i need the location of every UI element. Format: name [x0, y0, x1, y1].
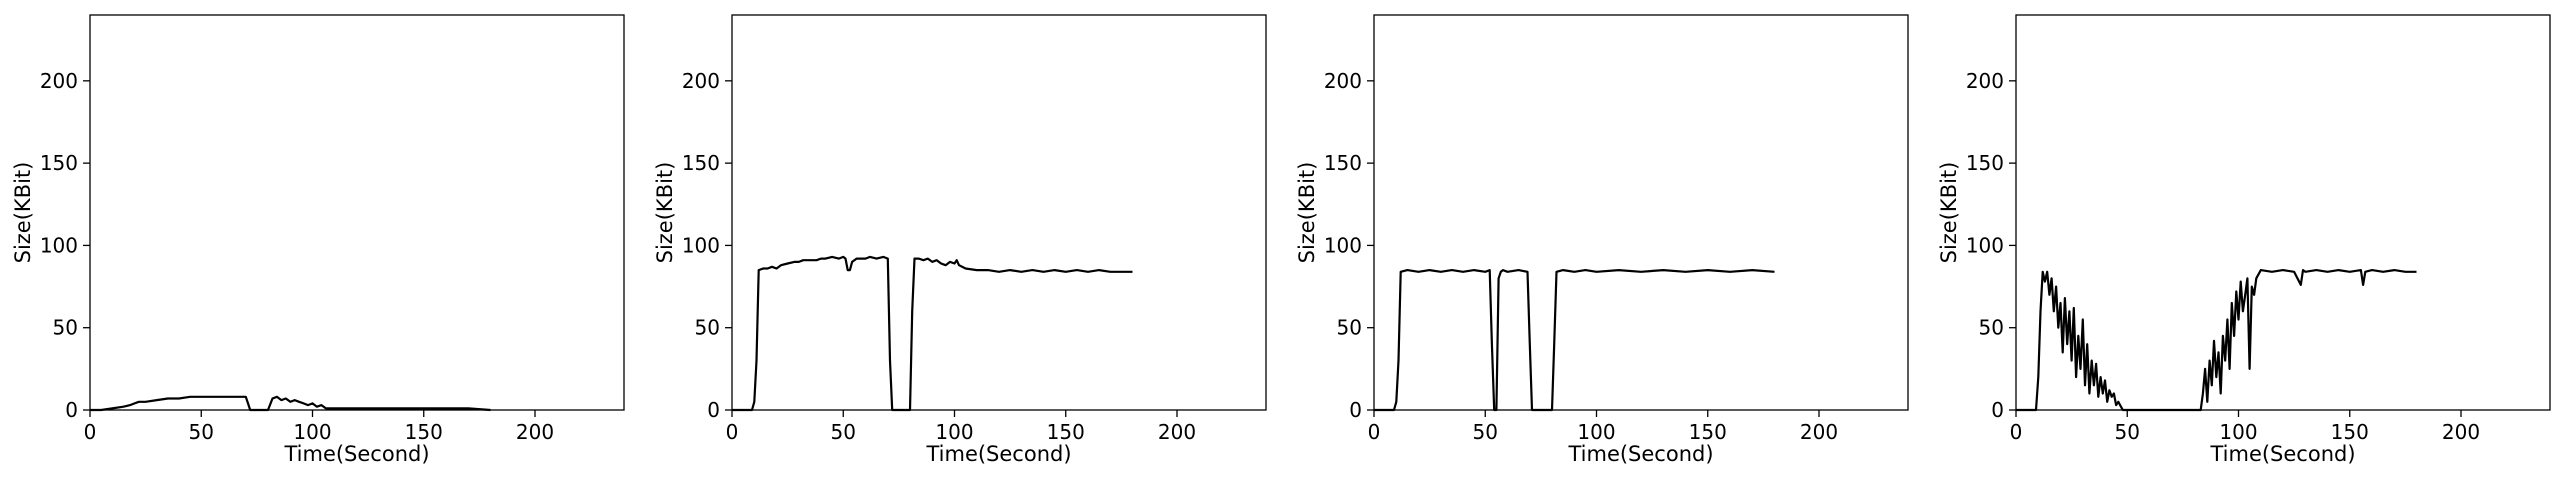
- x-axis-label: Time(Second): [283, 442, 429, 466]
- y-tick-label: 100: [1966, 233, 2004, 257]
- y-tick-label: 200: [40, 69, 78, 93]
- x-tick-label: 50: [2115, 420, 2140, 444]
- y-tick-label: 100: [682, 233, 720, 257]
- x-axis-label: Time(Second): [1567, 442, 1713, 466]
- x-tick-label: 100: [2219, 420, 2257, 444]
- y-axis-label: Size(KBit): [1295, 162, 1319, 264]
- series-line-1: [1374, 269, 1775, 412]
- y-tick-label: 50: [1979, 316, 2004, 340]
- chart-panel-3: 0 50 100 150 200 0 50 100 150 200 Time(Second) Size…: [1295, 14, 1909, 466]
- y-tick-label: 150: [40, 151, 78, 175]
- x-tick-label: 0: [2010, 420, 2023, 444]
- x-tick-label: 200: [1158, 420, 1196, 444]
- x-tick-label: 0: [84, 420, 97, 444]
- y-tick-label: 200: [1966, 69, 2004, 93]
- x-tick-label: 150: [2331, 420, 2369, 444]
- y-tick-label: 150: [682, 151, 720, 175]
- x-tick-label: 150: [1689, 420, 1727, 444]
- y-tick-label: 50: [1337, 316, 1362, 340]
- x-tick-label: 200: [516, 420, 554, 444]
- y-tick-label: 50: [695, 316, 720, 340]
- chart-panel-4: 0 50 100 150 200 0 50 100 150 200 Time(Second) Size…: [1937, 14, 2551, 466]
- y-axis-label: Size(KBit): [1937, 162, 1961, 264]
- y-axis-label: Size(KBit): [653, 162, 677, 264]
- x-tick-label: 0: [726, 420, 739, 444]
- y-tick-label: 0: [1349, 398, 1362, 422]
- y-tick-label: 150: [1324, 151, 1362, 175]
- y-axis-label: Size(KBit): [11, 162, 35, 264]
- series-line-1: [732, 255, 1133, 412]
- y-tick-label: 150: [1966, 151, 2004, 175]
- y-tick-label: 100: [40, 233, 78, 257]
- chart-panel-1: 0 50 100 150 200 0 50 100 150 200 Time(Second) Size…: [11, 14, 625, 466]
- x-tick-label: 200: [2442, 420, 2480, 444]
- y-tick-label: 50: [53, 316, 78, 340]
- x-tick-label: 50: [1473, 420, 1498, 444]
- x-tick-label: 150: [405, 420, 443, 444]
- x-tick-label: 200: [1800, 420, 1838, 444]
- y-tick-label: 0: [707, 398, 720, 422]
- x-tick-label: 100: [935, 420, 973, 444]
- chart-panel-2: 0 50 100 150 200 0 50 100 150 200 Time(Second) Size…: [653, 14, 1267, 466]
- x-tick-label: 50: [189, 420, 214, 444]
- series-line-1: [2016, 269, 2417, 412]
- y-tick-label: 100: [1324, 233, 1362, 257]
- plot-frame: [89, 14, 625, 411]
- y-tick-label: 200: [1324, 69, 1362, 93]
- x-axis-label: Time(Second): [2209, 442, 2355, 466]
- x-tick-label: 100: [293, 420, 331, 444]
- plot-frame: [731, 14, 1267, 411]
- plot-frame: [1373, 14, 1909, 411]
- x-axis-label: Time(Second): [925, 442, 1071, 466]
- x-tick-label: 100: [1577, 420, 1615, 444]
- x-tick-label: 150: [1047, 420, 1085, 444]
- y-tick-label: 0: [65, 398, 78, 422]
- series-line-1: [90, 395, 491, 412]
- y-tick-label: 200: [682, 69, 720, 93]
- plot-frame: [2015, 14, 2551, 411]
- x-tick-label: 0: [1368, 420, 1381, 444]
- x-tick-label: 50: [831, 420, 856, 444]
- y-tick-label: 0: [1991, 398, 2004, 422]
